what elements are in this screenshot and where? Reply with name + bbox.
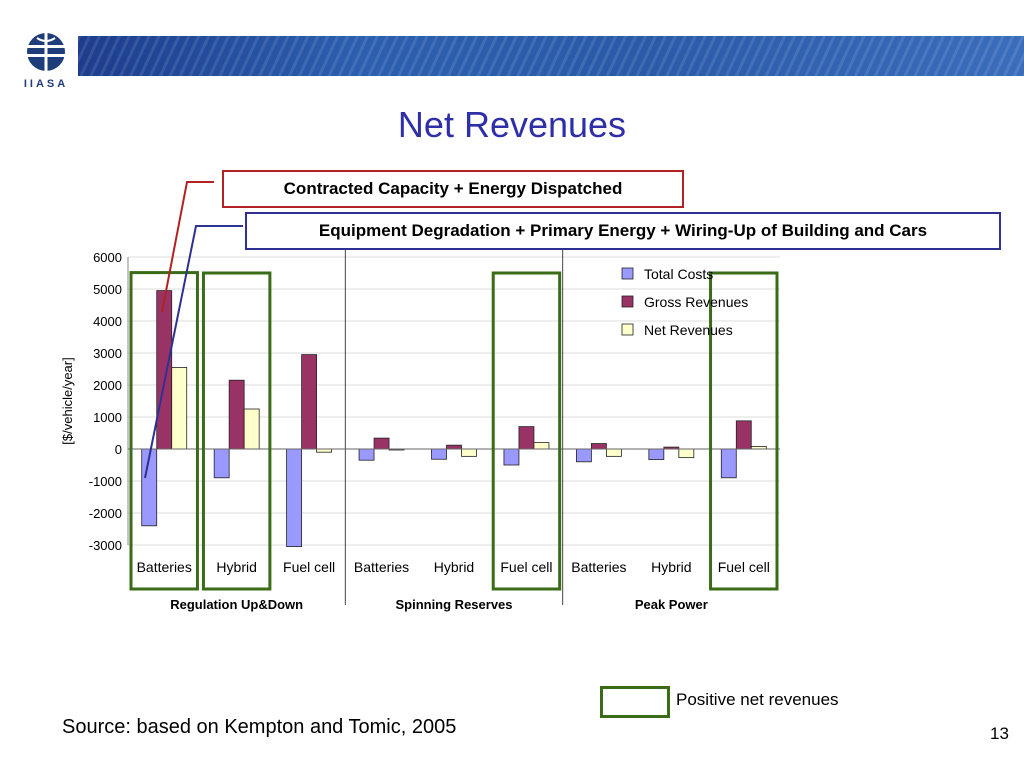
logo-text: IIASA [23, 78, 69, 90]
bar-net-revenues [461, 448, 477, 457]
legend-label: Total Costs [644, 266, 713, 282]
positive-net-revenue-highlight [491, 271, 562, 591]
iiasa-logo: IIASA [22, 30, 70, 94]
legend-swatch-gross-revenues [621, 295, 634, 308]
x-tick-label: Hybrid [434, 559, 474, 575]
bar-gross-revenues [228, 379, 245, 450]
x-tick-label: Batteries [571, 559, 626, 575]
y-tick-label: -2000 [89, 506, 122, 521]
y-tick-label: 5000 [93, 282, 122, 297]
x-tick-label: Fuel cell [283, 559, 335, 575]
positive-net-revenues-legend-label: Positive net revenues [676, 690, 839, 709]
positive-net-revenue-highlight [201, 271, 272, 591]
legend-label: Net Revenues [644, 322, 733, 338]
source-note: Source: based on Kempton and Tomic, 2005 [62, 716, 457, 738]
bar-net-revenues [243, 408, 260, 450]
x-tick-label: Batteries [354, 559, 409, 575]
bar-gross-revenues [301, 354, 318, 450]
bar-total-costs [358, 448, 375, 461]
positive-net-revenues-legend-box [600, 686, 670, 718]
y-tick-label: 1000 [93, 410, 122, 425]
bar-gross-revenues [373, 437, 390, 450]
x-tick-label: Hybrid [216, 559, 256, 575]
callout-total-costs: Equipment Degradation + Primary Energy +… [245, 212, 1001, 250]
x-tick-label: Batteries [137, 559, 192, 575]
legend-swatch-net-revenues [621, 323, 634, 336]
bar-total-costs [503, 448, 520, 466]
bar-net-revenues [678, 448, 695, 459]
legend-label: Gross Revenues [644, 294, 748, 310]
callout-blue-leader [144, 225, 243, 479]
y-tick-label: -1000 [89, 474, 122, 489]
y-tick-label: -3000 [89, 538, 122, 553]
callout-gross-revenues: Contracted Capacity + Energy Dispatched [222, 170, 684, 208]
legend-swatch-total-costs [621, 267, 634, 280]
positive-net-revenue-highlight [129, 271, 199, 591]
group-label: Peak Power [635, 597, 708, 612]
bar-gross-revenues [518, 426, 535, 450]
bar-gross-revenues [446, 444, 462, 450]
page-number: 13 [990, 724, 1009, 743]
bar-gross-revenues [590, 443, 607, 450]
header-banner [78, 36, 1024, 76]
y-tick-label: 6000 [93, 250, 122, 265]
y-axis-label: [$/vehicle/year] [60, 357, 75, 444]
bar-net-revenues [171, 366, 188, 450]
bar-net-revenues [533, 442, 550, 450]
bar-gross-revenues [735, 420, 752, 450]
slide-title: Net Revenues [397, 104, 627, 145]
bar-total-costs [575, 448, 592, 463]
y-tick-label: 3000 [93, 346, 122, 361]
x-tick-label: Fuel cell [500, 559, 552, 575]
bar-total-costs [286, 448, 303, 547]
bar-gross-revenues [156, 290, 173, 450]
bar-total-costs [720, 448, 737, 479]
y-tick-label: 2000 [93, 378, 122, 393]
positive-net-revenue-highlight [709, 271, 779, 591]
group-label: Spinning Reserves [395, 597, 512, 612]
bar-total-costs [213, 448, 230, 479]
x-tick-label: Hybrid [651, 559, 691, 575]
y-tick-label: 4000 [93, 314, 122, 329]
bar-net-revenues [605, 448, 622, 457]
x-tick-label: Fuel cell [718, 559, 770, 575]
bar-total-costs [431, 448, 447, 460]
globe-icon [27, 33, 65, 71]
y-tick-label: 0 [115, 442, 122, 457]
group-label: Regulation Up&Down [170, 597, 303, 612]
callout-red-leader [161, 181, 214, 313]
bar-total-costs [648, 448, 665, 460]
